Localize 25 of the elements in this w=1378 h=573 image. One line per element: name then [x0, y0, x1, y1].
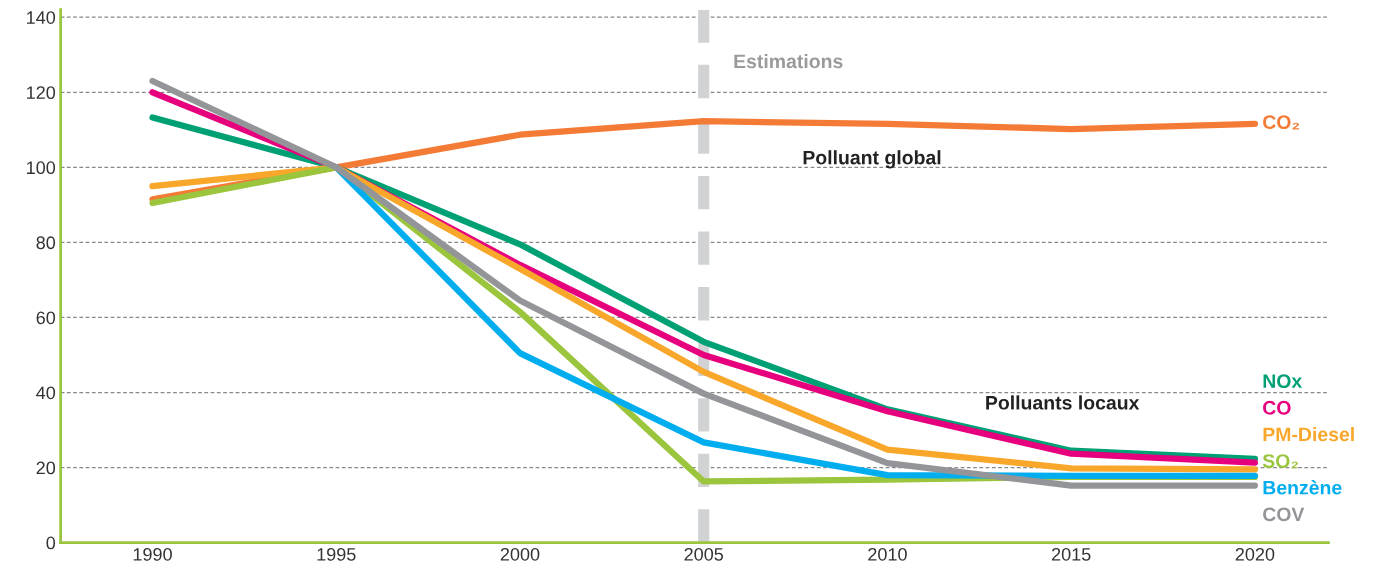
- ref-line-label: Estimations: [734, 53, 843, 69]
- x-tick-label: 1995: [317, 547, 356, 561]
- text: NOx: [1263, 374, 1303, 388]
- y-tick-label: 0: [46, 536, 56, 550]
- annotation: Polluants locaux: [986, 395, 1140, 410]
- x-tick-label: 2020: [1235, 547, 1275, 561]
- y-tick-label: 120: [27, 86, 56, 100]
- x-tick-label: 2000: [500, 547, 540, 561]
- annotation: Polluant global: [803, 150, 941, 169]
- y-tick-label: 140: [27, 11, 56, 24]
- series-label: SO₂: [1262, 454, 1298, 469]
- series-label: COV: [1263, 507, 1305, 522]
- x-tick-label: 2005: [684, 547, 724, 561]
- y-tick-label: 80: [36, 236, 56, 250]
- series-label: PM-Diesel: [1263, 426, 1354, 442]
- series-label: Benzène: [1263, 480, 1342, 495]
- x-tick-label: 2015: [1051, 547, 1091, 561]
- y-tick-label: 20: [36, 461, 56, 475]
- y-tick-label: 60: [36, 311, 56, 325]
- text: CO: [1263, 400, 1291, 415]
- x-tick-label: 1990: [133, 547, 172, 561]
- series-label: CO₂: [1263, 115, 1300, 130]
- x-tick-label: 2010: [868, 547, 907, 561]
- y-tick-label: 100: [27, 161, 56, 175]
- y-tick-label: 40: [36, 386, 56, 400]
